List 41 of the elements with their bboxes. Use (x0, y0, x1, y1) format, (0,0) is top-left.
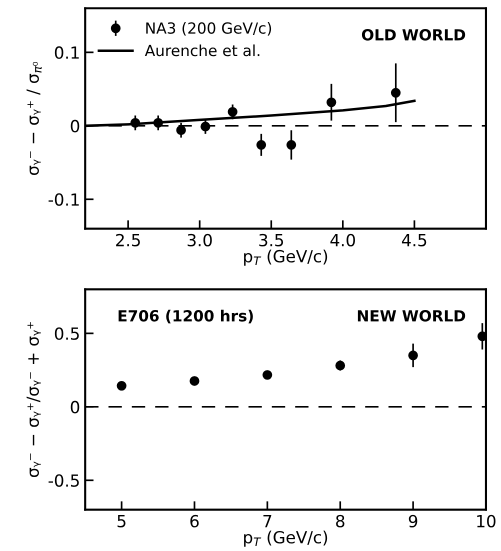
y-tick-label: -0.5 (48, 474, 79, 487)
point (190, 376, 200, 386)
point (335, 360, 346, 370)
y-tick-label: 0 (70, 120, 80, 132)
annotation: E706 (1200 hrs) (118, 310, 253, 324)
x-tick-label: 8 (336, 514, 344, 528)
x-axis-title: p$_{T}$ (GeV/c) (244, 530, 328, 547)
x-tick-label: 5 (118, 515, 126, 528)
y-tick-label: 0.5 (54, 327, 79, 340)
point (390, 88, 401, 98)
point (228, 106, 238, 117)
legend-label: NA3 (200 GeV/c) (146, 22, 272, 36)
y-tick-label: -0.1 (48, 193, 79, 206)
x-tick-label: 9 (408, 514, 418, 528)
point (256, 140, 266, 150)
x-tick-label: 6 (190, 514, 199, 528)
point (176, 125, 186, 136)
point (326, 97, 336, 108)
point (286, 140, 296, 150)
annotation: NEW WORLD (358, 310, 466, 322)
point (130, 118, 140, 128)
point (408, 350, 418, 360)
point (477, 331, 486, 342)
x-axis-title: p$_{T}$ (GeV/c) (244, 250, 328, 266)
y-axis-title: σᵧ⁻ − σᵧ⁺/σᵧ⁻ + σᵧ⁺ (26, 322, 41, 478)
y-axis-title: σᵧ⁻ − σᵧ⁺ / σ$_{π⁰}$ (26, 62, 42, 175)
x-tick-label: 3.0 (188, 234, 212, 246)
x-tick-label: 10 (477, 514, 496, 528)
x-tick-label: 3.5 (259, 234, 284, 246)
point (262, 370, 272, 380)
point (116, 380, 126, 391)
x-tick-label: 2.5 (116, 234, 140, 246)
y-tick-label: 0.1 (54, 46, 79, 59)
x-tick-label: 7 (263, 515, 272, 528)
y-tick-label: 0 (70, 400, 80, 414)
point (153, 118, 164, 128)
x-tick-label: 4.0 (330, 234, 355, 246)
x-tick-label: 4.5 (402, 234, 426, 246)
legend-label: Aurenche et al. (144, 44, 260, 56)
annotation: OLD WORLD (362, 29, 466, 41)
point (200, 122, 210, 132)
